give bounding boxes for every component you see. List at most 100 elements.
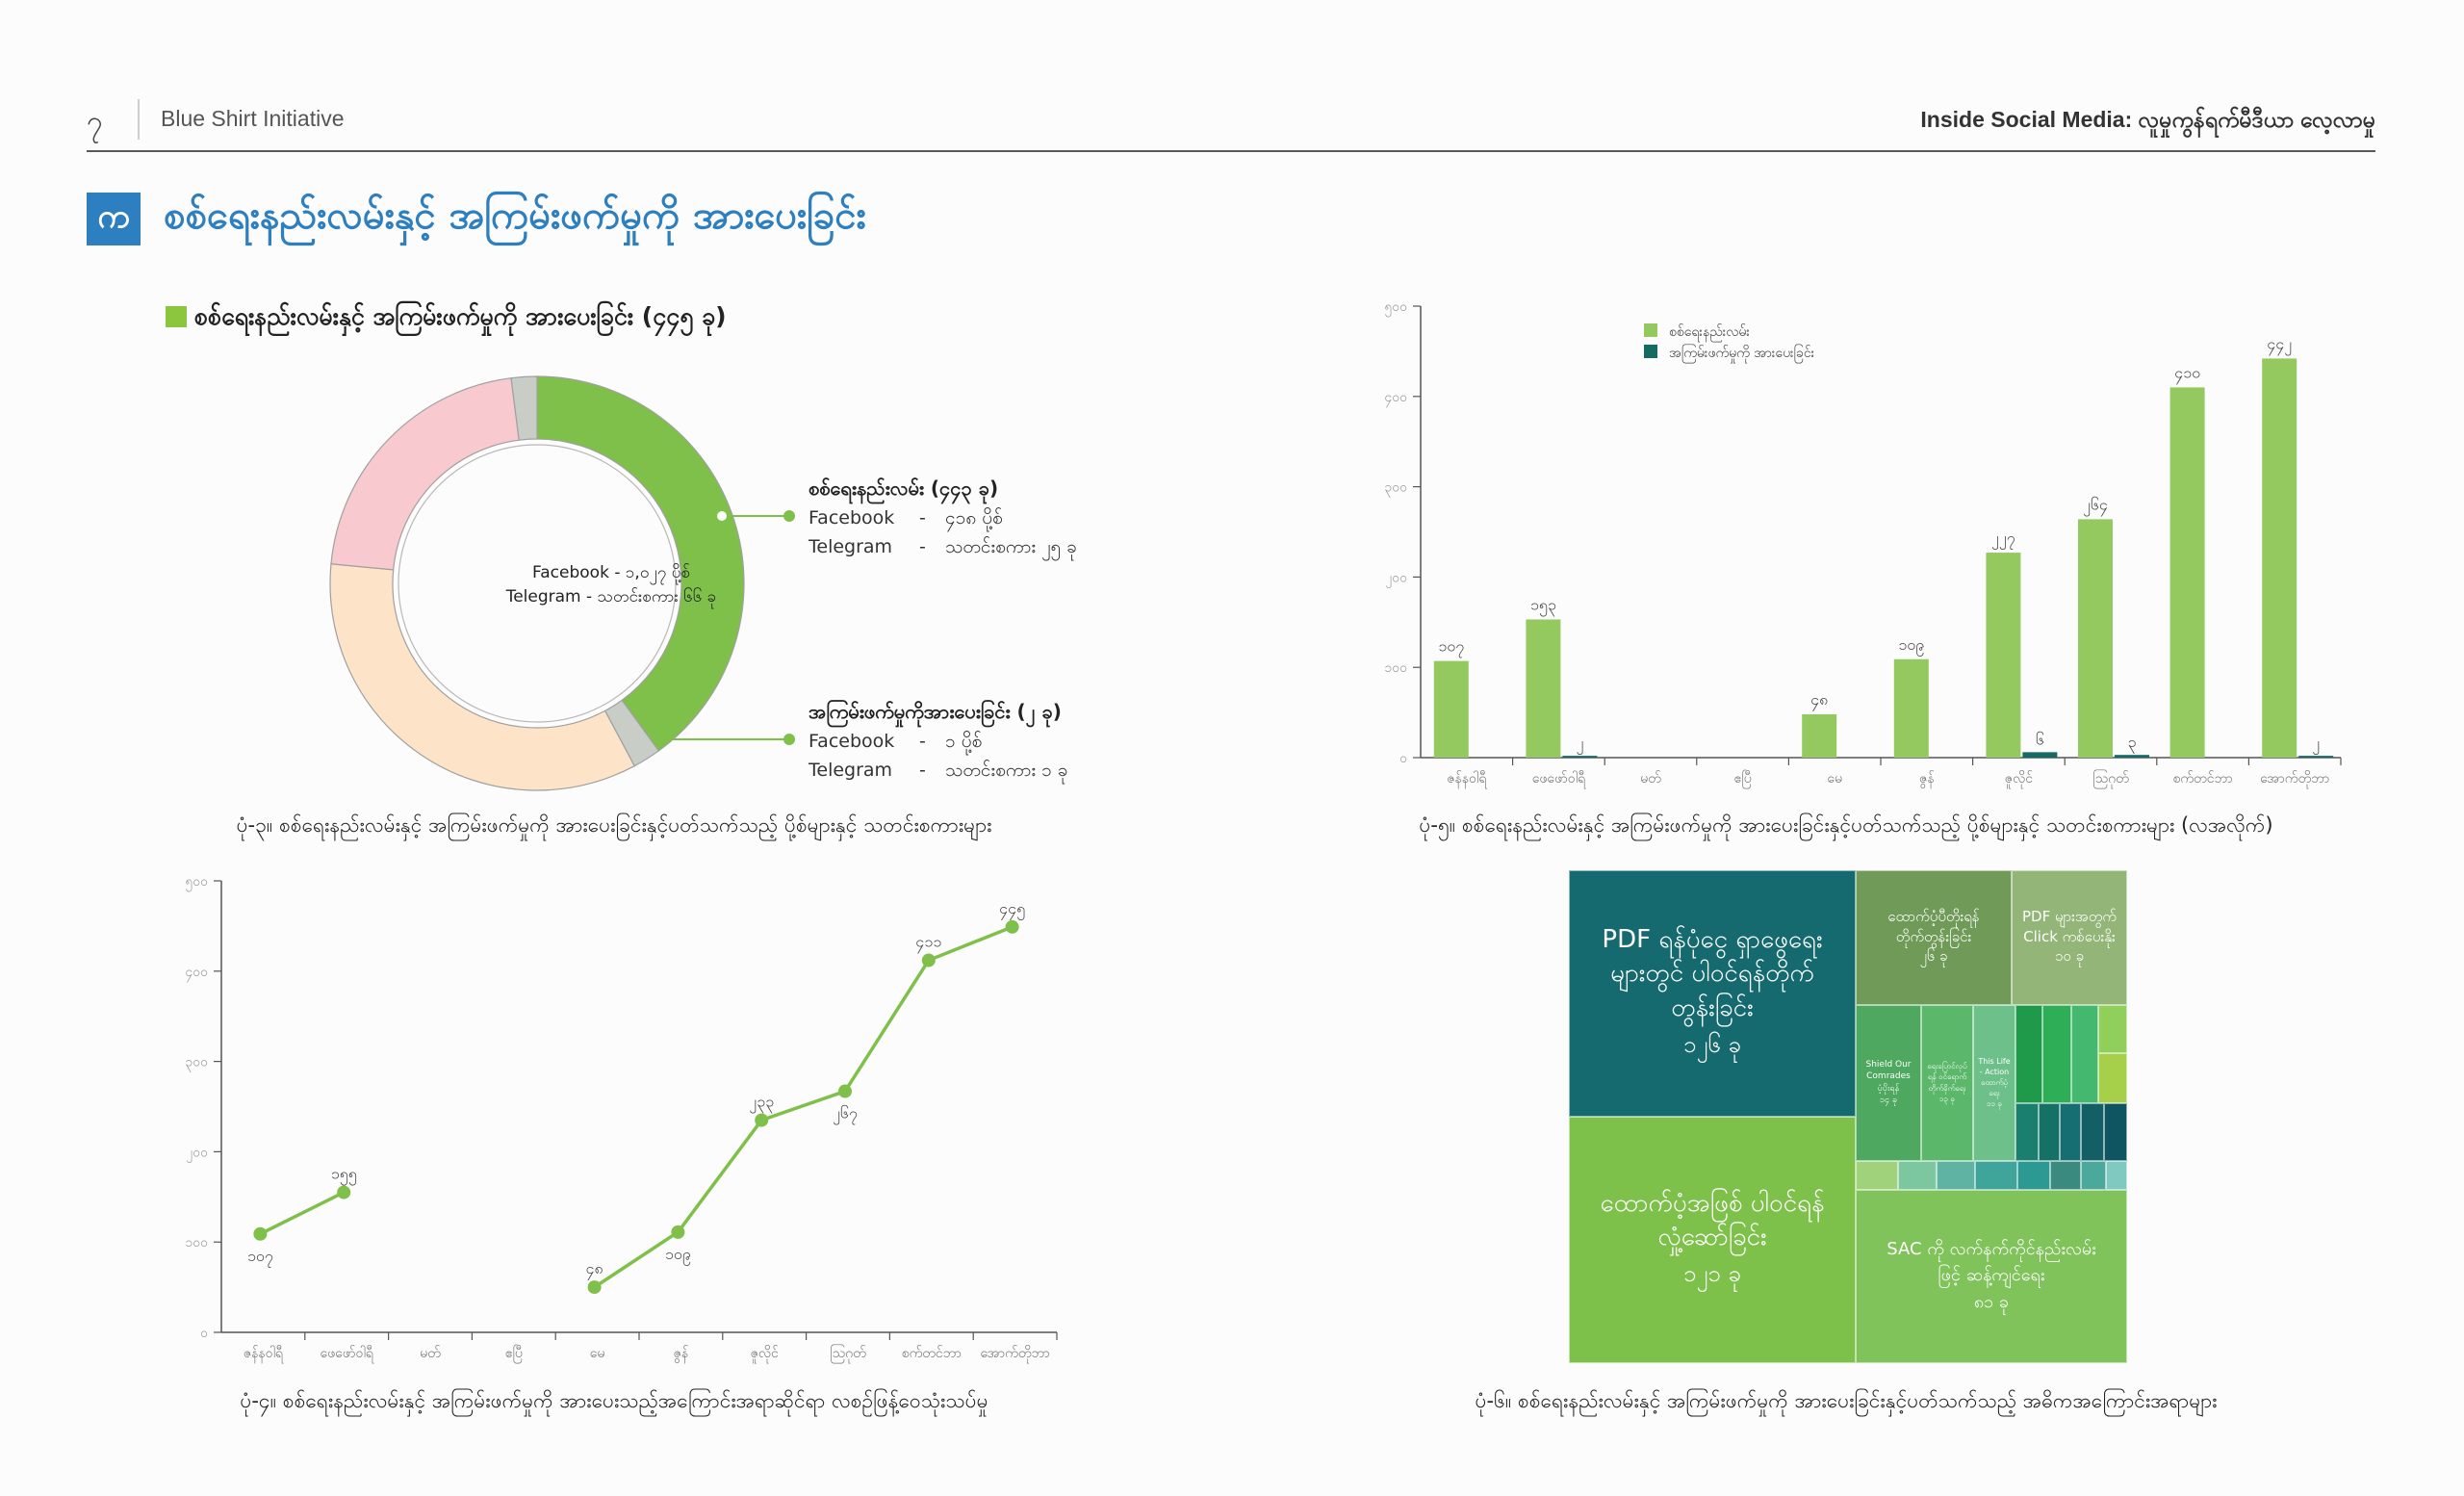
section-title: စစ်ရေးနည်းလမ်းနှင့် အကြမ်းဖက်မှုကို အားပ… bbox=[164, 193, 866, 238]
line-y-tick-label: ၃၀၀ bbox=[185, 1055, 208, 1072]
bar-military bbox=[2169, 387, 2205, 758]
bar-violence bbox=[2022, 752, 2058, 758]
bar-military-label: ၄၄၂ bbox=[2267, 334, 2292, 355]
bar-military bbox=[1526, 619, 1561, 758]
bar-military-label: ၁၀၉ bbox=[1898, 635, 1924, 657]
treemap-small-cell bbox=[2071, 1005, 2098, 1103]
callout2-tg-label: Telegram bbox=[808, 760, 892, 781]
bar-military-label: ၂၆၄ bbox=[2083, 495, 2108, 516]
donut-slice-4 bbox=[330, 377, 520, 571]
line-point bbox=[921, 953, 936, 967]
bar-military-label: ၄၁၀ bbox=[2174, 363, 2200, 384]
treemap-small-cell bbox=[2098, 1005, 2127, 1053]
bar-x-tick-label: ဇန်နဝါရီ bbox=[1447, 771, 1487, 788]
bar-y-tick-label: ၅၀၀ bbox=[1384, 299, 1407, 317]
line-x-tick-label: စက်တင်ဘာ bbox=[902, 1346, 962, 1361]
line-point-label: ၄၈ bbox=[586, 1259, 603, 1280]
bar-military-label: ၁၅၃ bbox=[1530, 595, 1556, 616]
line-x-tick-label: ဇူလိုင် bbox=[751, 1346, 779, 1363]
line-x-tick-label: မတ် bbox=[420, 1346, 441, 1361]
treemap-cell-2: ထောက်ပံ့အဖြစ် ပါဝင်ရန်လှုံ့ဆော်ခြင်း ၁၂၁… bbox=[1569, 1117, 1856, 1363]
line-x-tick-label: ဇန်နဝါရီ bbox=[244, 1346, 284, 1363]
donut-inner-ring bbox=[398, 444, 677, 723]
line-y-tick-label: ၁၀၀ bbox=[185, 1235, 208, 1251]
bar-legend-swatch-1 bbox=[1644, 323, 1657, 337]
bar-violence bbox=[1562, 756, 1598, 758]
bar-military bbox=[1433, 660, 1469, 758]
line-point bbox=[253, 1226, 268, 1241]
bar-violence-label: ၆ bbox=[2036, 730, 2044, 748]
treemap-small-cell bbox=[2060, 1103, 2081, 1161]
line-point bbox=[755, 1113, 769, 1127]
line-series bbox=[259, 1191, 345, 1236]
bar-legend-label-1: စစ်ရေးနည်းလမ်း bbox=[1669, 324, 1750, 342]
callout1-fb-label: Facebook bbox=[808, 507, 894, 529]
line-x-tick-label: မေ bbox=[590, 1346, 605, 1361]
treemap-cell-5: SAC ကို လက်နက်ကိုင်နည်းလမ်းဖြင့် ဆန့်ကျင… bbox=[1856, 1190, 2127, 1363]
header-divider bbox=[138, 99, 140, 140]
bar-y-tick-label: ၀ bbox=[1399, 751, 1407, 766]
line-point-label: ၂၃၃ bbox=[749, 1093, 774, 1114]
themes-treemap: PDF ရန်ပုံငွေ ရှာဖွေရေးများတွင် ပါဝင်ရန်… bbox=[1569, 870, 2127, 1363]
bar-legend-swatch-2 bbox=[1644, 345, 1657, 358]
callout2-tg-value: သတင်းစကား ၁ ခု bbox=[945, 759, 1068, 785]
bar-x-tick-label: ဖေဖော်ဝါရီ bbox=[1532, 771, 1586, 788]
line-series bbox=[593, 925, 1014, 1289]
treemap-small-cell bbox=[2017, 1161, 2050, 1190]
donut-slice-1 bbox=[536, 375, 745, 752]
treemap-small-cell bbox=[2104, 1103, 2127, 1161]
treemap-small-cell bbox=[2015, 1103, 2039, 1161]
bar-military-label: ၂၂၇ bbox=[1991, 529, 2015, 550]
bar-y-tick-label: ၃၀၀ bbox=[1384, 480, 1407, 498]
callout1-anchor bbox=[717, 511, 727, 521]
line-y-tick-label: ၅၀၀ bbox=[185, 874, 208, 891]
treemap-small-cell bbox=[2039, 1103, 2060, 1161]
bar-y-tick-label: ၄၀၀ bbox=[1384, 390, 1407, 407]
donut-legend-label: စစ်ရေးနည်းလမ်းနှင့် အကြမ်းဖက်မှုကို အားပ… bbox=[194, 302, 727, 330]
callout1-dot bbox=[783, 510, 795, 522]
caption-figure-3: ပုံ-၃။ စစ်ရေးနည်းလမ်းနှင့် အကြမ်းဖက်မှုက… bbox=[236, 813, 992, 837]
bar-military bbox=[2262, 358, 2297, 758]
line-x-tick-label: အောက်တိုဘာ bbox=[980, 1346, 1049, 1363]
treemap-small-cell bbox=[2098, 1053, 2127, 1103]
treemap-cell-4: PDF များအတွက် Click ကစ်ပေးနိုး ၁၀ ခု bbox=[2012, 870, 2127, 1005]
bar-x-tick-label: စက်တင်ဘာ bbox=[2172, 771, 2232, 787]
treemap-small-cell bbox=[2081, 1103, 2104, 1161]
donut-slice-5 bbox=[510, 375, 538, 441]
bar-y-tick-label: ၂၀၀ bbox=[1385, 570, 1407, 587]
bar-x-tick-label: မတ် bbox=[1640, 771, 1661, 787]
line-point bbox=[838, 1084, 852, 1098]
bar-military-label: ၁၀၇ bbox=[1438, 637, 1464, 658]
callout2-fb-dash: - bbox=[919, 731, 926, 752]
treemap-cell-7: ရေးပြောင်လုပ်ရန် ဝင်ရောက်တိုက်ခိုက်ရေး ၁… bbox=[1921, 1005, 1973, 1161]
line-y-tick-label: ၀ bbox=[200, 1326, 208, 1341]
bar-military bbox=[2078, 519, 2113, 758]
bar-military-label: ၄၈ bbox=[1810, 690, 1828, 711]
bar-violence-label: ၂ bbox=[2312, 734, 2320, 755]
bar-x-tick-label: မေ bbox=[1827, 771, 1842, 787]
line-point bbox=[337, 1185, 351, 1199]
treemap-small-cell bbox=[2042, 1005, 2071, 1103]
line-x-tick-label: ဩဂုတ် bbox=[830, 1345, 866, 1363]
line-point-label: ၁၀၇ bbox=[247, 1247, 273, 1268]
line-point-label: ၄၄၅ bbox=[999, 899, 1025, 920]
callout2-fb-label: Facebook bbox=[808, 731, 894, 752]
callout1-fb-dash: - bbox=[919, 507, 926, 529]
section-badge: က bbox=[87, 193, 141, 245]
line-x-tick-label: ဧပြီ bbox=[505, 1346, 523, 1363]
bar-military bbox=[1893, 658, 1929, 758]
callout2-title: အကြမ်းဖက်မှုကိုအားပေးခြင်း (၂ ခု) bbox=[808, 699, 1062, 728]
bar-x-tick-label: ဧပြီ bbox=[1733, 771, 1751, 788]
treemap-cell-8: This Life - Action ထောက်ပံ့ရေး ၁၁ ခု bbox=[1973, 1005, 2015, 1161]
bar-military bbox=[1986, 553, 2021, 758]
donut-slice-3 bbox=[329, 563, 636, 791]
line-y-tick-label: ၂၀၀ bbox=[186, 1145, 208, 1162]
line-point bbox=[587, 1280, 602, 1295]
line-point bbox=[671, 1225, 685, 1239]
line-point-label: ၂၆၇ bbox=[833, 1104, 858, 1125]
treemap-cell-1: PDF ရန်ပုံငွေ ရှာဖွေရေးများတွင် ပါဝင်ရန်… bbox=[1569, 870, 1856, 1117]
treemap-small-cell bbox=[2081, 1161, 2106, 1190]
bar-violence bbox=[2115, 755, 2149, 758]
